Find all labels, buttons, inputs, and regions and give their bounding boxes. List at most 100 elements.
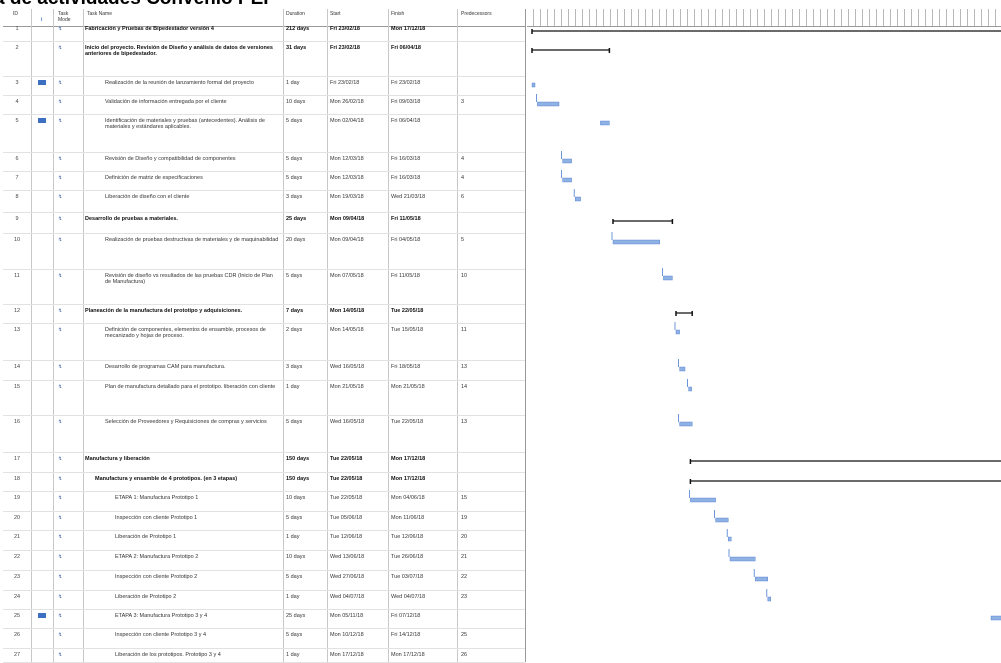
notes-indicator-icon[interactable] xyxy=(38,118,46,123)
table-row[interactable]: 15 ↯ Plan de manufactura detallado para el… xyxy=(3,380,525,416)
table-row[interactable]: 21 ↯ Liberación de Prototipo 1 1 day Tue 12/… xyxy=(3,530,525,551)
table-row[interactable]: 14 ↯ Desarrollo de programas CAM para manu… xyxy=(3,360,525,381)
table-row[interactable]: 5 ↯ Identificación de materiales y pruebas… xyxy=(3,114,525,153)
col-finish-header[interactable]: Finish xyxy=(391,11,405,17)
timescale-header xyxy=(527,9,1001,27)
table-row[interactable]: 13 ↯ Definición de componentes, elementos … xyxy=(3,323,525,361)
task-id-cell: 19 xyxy=(13,495,21,501)
table-row[interactable]: 24 ↯ Liberación de Prototipo 2 1 day Wed 04/… xyxy=(3,590,525,610)
task-sheet: ID i Task Mode Task Name Duration Start … xyxy=(3,9,526,663)
start-cell: Mon 14/05/18 xyxy=(330,327,364,333)
duration-cell: 3 days xyxy=(286,194,303,200)
finish-cell: Tue 15/05/18 xyxy=(391,327,424,333)
task-mode-icon: ↯ xyxy=(58,26,63,32)
start-cell: Tue 12/06/18 xyxy=(330,534,363,540)
task-id-cell: 9 xyxy=(15,216,19,222)
task-id-cell: 25 xyxy=(13,613,21,619)
task-id-cell: 17 xyxy=(13,456,21,462)
task-bar[interactable] xyxy=(715,517,729,523)
task-mode-icon: ↯ xyxy=(58,632,63,638)
task-bar[interactable] xyxy=(688,386,692,392)
task-bar[interactable] xyxy=(663,275,673,281)
finish-cell: Fri 11/05/18 xyxy=(391,216,421,222)
table-row[interactable]: 4 ↯ Validación de información entregada po… xyxy=(3,95,525,115)
task-name-cell: Identificación de materiales y pruebas (… xyxy=(105,118,265,130)
task-bar[interactable] xyxy=(531,82,536,88)
task-bar[interactable] xyxy=(562,177,572,183)
table-row[interactable]: 19 ↯ ETAPA 1: Manufactura Prototipo 1 10 da… xyxy=(3,491,525,512)
start-cell: Mon 26/02/18 xyxy=(330,99,364,105)
task-bar[interactable] xyxy=(754,576,768,582)
finish-cell: Tue 03/07/18 xyxy=(391,574,424,580)
task-bar[interactable] xyxy=(600,120,610,126)
task-name-cell: Inspección con cliente Prototipo 3 y 4 xyxy=(115,632,207,638)
duration-cell: 2 days xyxy=(286,327,303,333)
col-name-header[interactable]: Task Name xyxy=(87,11,113,17)
duration-cell: 5 days xyxy=(286,515,303,521)
task-id-cell: 26 xyxy=(13,632,21,638)
table-row[interactable]: 26 ↯ Inspección con cliente Prototipo 3 y … xyxy=(3,628,525,649)
task-bar[interactable] xyxy=(537,101,560,107)
duration-cell: 212 days xyxy=(286,26,310,32)
task-id-cell: 14 xyxy=(13,364,21,370)
finish-cell: Mon 04/06/18 xyxy=(391,495,425,501)
table-row[interactable]: 18 ↯ Manufactura y ensamble de 4 prototipo… xyxy=(3,472,525,492)
duration-cell: 10 days xyxy=(286,554,306,560)
col-mode-header[interactable]: Task Mode xyxy=(58,11,71,23)
task-mode-icon: ↯ xyxy=(58,476,63,482)
finish-cell: Fri 16/03/18 xyxy=(391,156,421,162)
task-bar[interactable] xyxy=(690,497,716,503)
table-row[interactable]: 17 ↯ Manufactura y liberación 150 days Tue 2… xyxy=(3,452,525,473)
task-bar[interactable] xyxy=(575,196,581,202)
table-row[interactable]: 11 ↯ Revisión de diseño vs resultados de l… xyxy=(3,269,525,305)
finish-cell: Fri 07/12/18 xyxy=(391,613,421,619)
col-start-header[interactable]: Start xyxy=(330,11,341,17)
duration-cell: 5 days xyxy=(286,632,303,638)
col-id-header[interactable]: ID xyxy=(13,11,18,17)
task-bar[interactable] xyxy=(679,421,693,427)
table-row[interactable]: 16 ↯ Selección de Proveedores y Requisicio… xyxy=(3,415,525,453)
duration-cell: 20 days xyxy=(286,237,306,243)
gantt-chart xyxy=(527,9,1001,662)
table-row[interactable]: 27 ↯ Liberación de los prototipos. Prototi… xyxy=(3,648,525,663)
table-row[interactable]: 10 ↯ Realización de pruebas destructivas d… xyxy=(3,233,525,270)
task-mode-icon: ↯ xyxy=(58,554,63,560)
task-bar[interactable] xyxy=(990,615,1001,621)
table-row[interactable]: 7 ↯ Definición de matriz de especificacion… xyxy=(3,171,525,191)
table-row[interactable]: 20 ↯ Inspección con cliente Prototipo 1 5 d… xyxy=(3,511,525,531)
task-bar[interactable] xyxy=(727,536,732,542)
task-mode-icon: ↯ xyxy=(58,594,63,600)
task-mode-icon: ↯ xyxy=(58,419,63,425)
task-bar[interactable] xyxy=(729,556,756,562)
task-name-cell: Liberación de Prototipo 2 xyxy=(115,594,177,600)
table-row[interactable]: 2 ↯ Inicio del proyecto. Revisión de Diseñ… xyxy=(3,41,525,77)
col-duration-header[interactable]: Duration xyxy=(286,11,305,17)
task-id-cell: 18 xyxy=(13,476,21,482)
duration-cell: 5 days xyxy=(286,419,303,425)
task-bar[interactable] xyxy=(679,366,686,372)
task-name-cell: Liberación de los prototipos. Prototipo … xyxy=(115,652,221,658)
task-bar[interactable] xyxy=(675,329,680,335)
table-row[interactable]: 23 ↯ Inspección con cliente Prototipo 2 5 d… xyxy=(3,570,525,591)
table-row[interactable]: 22 ↯ ETAPA 2: Manufactura Prototipo 2 10 da… xyxy=(3,550,525,571)
predecessors-cell: 20 xyxy=(461,534,468,540)
table-row[interactable]: 12 ↯ Planeación de la manufactura del prot… xyxy=(3,304,525,324)
task-bar[interactable] xyxy=(562,158,572,164)
notes-indicator-icon[interactable] xyxy=(38,80,46,85)
start-cell: Mon 19/03/18 xyxy=(330,194,364,200)
duration-cell: 3 days xyxy=(286,364,303,370)
task-name-cell: Revisión de diseño vs resultados de las … xyxy=(105,273,273,285)
table-row[interactable]: 1 ↯ Fabricación y Pruebas de Bipedestador … xyxy=(3,22,525,42)
table-row[interactable]: 25 ↯ ETAPA 3: Manufactura Prototipo 3 y 4 2… xyxy=(3,609,525,629)
table-row[interactable]: 6 ↯ Revisión de Diseño y compatibilidad de… xyxy=(3,152,525,172)
task-mode-icon: ↯ xyxy=(58,118,63,124)
task-mode-icon: ↯ xyxy=(58,237,63,243)
table-row[interactable]: 8 ↯ Liberación de diseño con el cliente 3 d… xyxy=(3,190,525,213)
table-row[interactable]: 3 ↯ Realización de la reunión de lanzamien… xyxy=(3,76,525,96)
task-bar[interactable] xyxy=(612,239,660,245)
task-bar[interactable] xyxy=(767,596,772,602)
task-mode-icon: ↯ xyxy=(58,45,63,51)
notes-indicator-icon[interactable] xyxy=(38,613,46,618)
col-predecessors-header[interactable]: Predecessors xyxy=(461,11,492,17)
table-row[interactable]: 9 ↯ Desarrollo de pruebas a materiales. 25 … xyxy=(3,212,525,234)
